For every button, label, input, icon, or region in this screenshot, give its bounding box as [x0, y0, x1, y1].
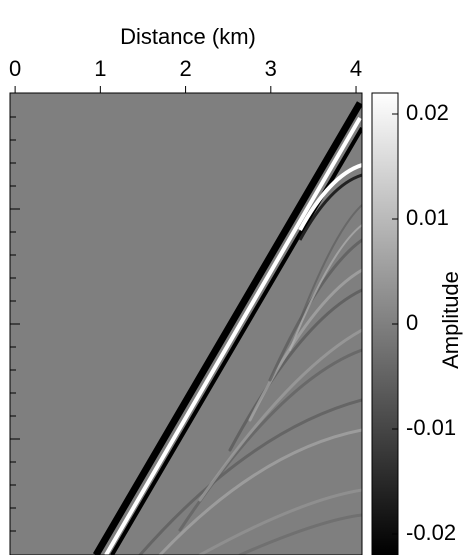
- colorbar-tick-label: -0.02: [406, 520, 456, 545]
- colorbar-tick-label: -0.01: [406, 415, 456, 440]
- x-tick-label: 0: [9, 56, 21, 81]
- x-tick-label: 3: [265, 56, 277, 81]
- colorbar-tick-label: 0.02: [406, 100, 449, 125]
- x-tick-label: 1: [94, 56, 106, 81]
- wavefield: [10, 93, 362, 555]
- x-tick-label: 2: [179, 56, 191, 81]
- x-tick-label: 4: [350, 56, 362, 81]
- x-axis-label: Distance (km): [120, 24, 256, 49]
- colorbar-tick-label: 0.01: [406, 205, 449, 230]
- y-ticks: [10, 116, 20, 532]
- colorbar-label: Amplitude: [438, 271, 463, 369]
- colorbar-tick-label: 0: [406, 310, 418, 335]
